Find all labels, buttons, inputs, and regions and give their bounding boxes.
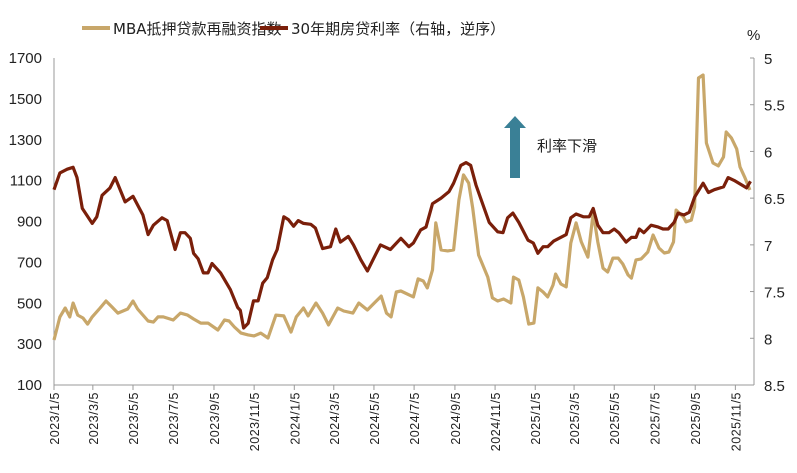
x-tick-label: 2024/3/5 [328,392,342,445]
series-line-30y-mortgage-rate [52,161,752,330]
x-tick-label: 2023/9/5 [208,392,222,445]
left-tick-label: 100 [17,377,42,394]
x-tick-label: 2024/11/5 [489,392,503,451]
legend-label-rate: 30年期房贷利率（右轴，逆序） [291,20,505,38]
up-arrow-icon [504,116,526,178]
right-tick-label: 7.5 [764,285,785,302]
right-tick-label: 5.5 [764,98,785,115]
left-tick-label: 1300 [9,132,42,149]
x-tick-label: 2023/3/5 [87,392,101,445]
left-tick-label: 700 [17,254,42,271]
x-tick-label: 2024/7/5 [408,392,422,445]
right-tick-label: 6.5 [764,191,785,208]
left-tick-label: 1500 [9,91,42,108]
left-tick-label: 300 [17,336,42,353]
x-tick-label: 2025/1/5 [529,392,543,445]
x-tick-label: 2024/5/5 [368,392,382,445]
right-tick-label: 5 [764,51,772,68]
legend: MBA抵押贷款再融资指数 30年期房贷利率（右轴，逆序） [82,20,505,38]
x-tick-label: 2023/11/5 [248,392,262,451]
x-tick-label: 2025/7/5 [648,392,662,445]
series-line-mba-refinance-index [52,73,752,341]
x-tick-label: 2023/7/5 [167,392,181,445]
right-tick-label: 6 [764,144,772,161]
x-tick-label: 2025/9/5 [689,392,703,445]
x-tick-label: 2023/1/5 [48,392,62,445]
x-tick-label: 2024/9/5 [449,392,463,445]
x-tick-label: 2023/5/5 [127,392,141,445]
annotation-text: 利率下滑 [537,137,597,155]
x-tick-label: 2024/1/5 [288,392,302,445]
right-axis-unit: % [747,27,760,44]
left-tick-label: 500 [17,295,42,312]
annotation: 利率下滑 [504,116,597,178]
left-tick-label: 1100 [10,173,42,190]
right-tick-label: 8.5 [764,378,785,395]
right-tick-label: 8 [764,331,772,348]
x-tick-label: 2025/5/5 [608,392,622,445]
left-tick-label: 1700 [9,50,42,67]
right-tick-label: 7 [764,238,772,255]
x-tick-label: 2025/11/5 [729,392,743,451]
left-tick-label: 900 [17,214,42,231]
x-tick-label: 2025/3/5 [568,392,582,445]
legend-label-mba: MBA抵押贷款再融资指数 [113,20,282,38]
